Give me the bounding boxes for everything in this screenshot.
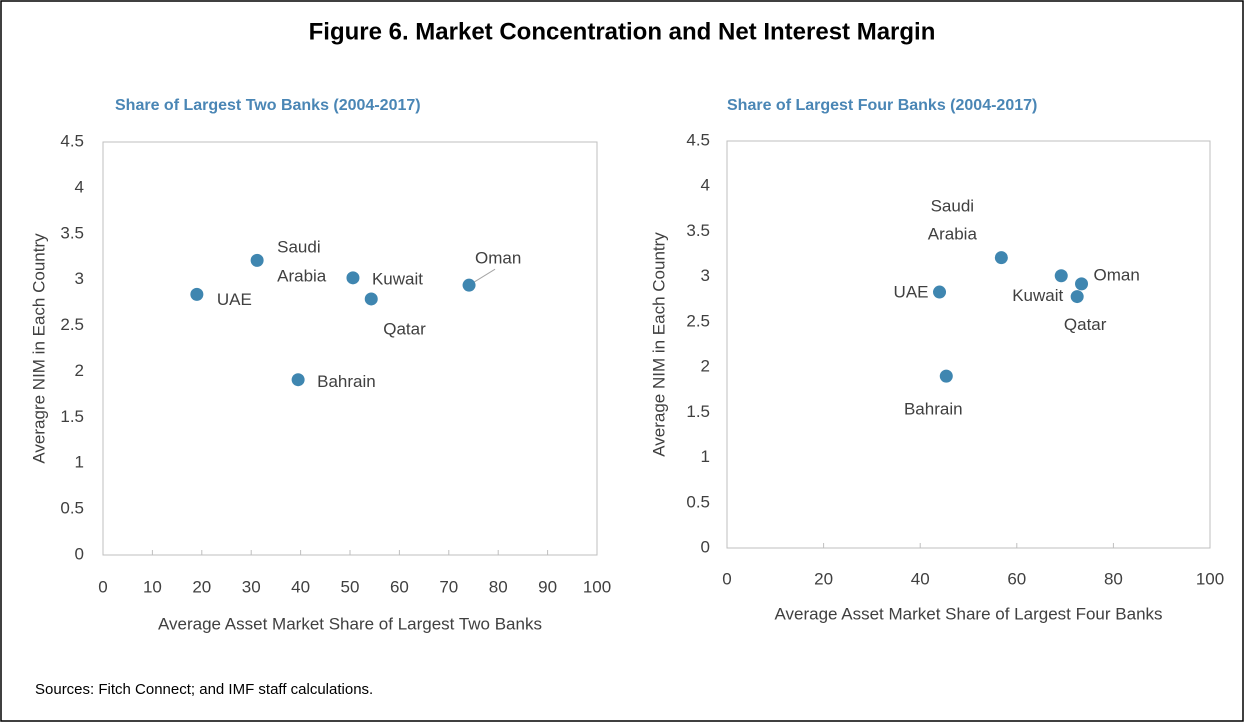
- point-label: Qatar: [1064, 315, 1107, 334]
- y-tick-label: 0: [701, 537, 710, 556]
- point: [1070, 290, 1084, 304]
- point: [462, 278, 476, 292]
- point-label: Qatar: [383, 319, 426, 338]
- point: [994, 251, 1008, 265]
- y-tick-label: 2.5: [60, 315, 84, 334]
- x-tick-label: 60: [390, 577, 409, 596]
- y-tick-label: 1.5: [686, 402, 710, 421]
- x-tick-label: 80: [1104, 569, 1123, 588]
- point: [190, 287, 204, 301]
- point-label: Bahrain: [904, 400, 963, 419]
- source: Sources: Fitch Connect; and IMF staff ca…: [35, 681, 373, 698]
- x-tick-label: 70: [439, 577, 458, 596]
- x-tick-label: 10: [143, 577, 162, 596]
- point-label: Saudi Arabia: [277, 238, 327, 286]
- point-label: Bahrain: [317, 372, 376, 391]
- chart-title: Share of Largest Two Banks (2004-2017): [115, 97, 421, 114]
- figure-title: Figure 6. Market Concentration and Net I…: [309, 18, 936, 45]
- x-axis-label: Average Asset Market Share of Largest Tw…: [158, 614, 542, 633]
- point: [939, 369, 953, 383]
- y-tick-label: 2: [75, 361, 84, 380]
- y-tick-label: 3: [701, 266, 710, 285]
- x-tick-label: 100: [583, 577, 611, 596]
- x-tick-label: 90: [538, 577, 557, 596]
- plot-area: [102, 141, 598, 556]
- y-tick-label: 0: [75, 544, 84, 563]
- y-tick-label: 4: [701, 176, 710, 195]
- plot-area: [726, 140, 1211, 549]
- point-label: Saudi Arabia: [928, 197, 978, 244]
- x-axis-label: Average Asset Market Share of Largest Fo…: [774, 604, 1162, 623]
- y-axis-label: Average NIM in Each Country: [649, 232, 668, 457]
- point-label: Oman: [1094, 265, 1140, 284]
- x-tick-label: 20: [192, 577, 211, 596]
- x-tick-label: 80: [489, 577, 508, 596]
- x-tick-label: 40: [291, 577, 310, 596]
- y-tick-label: 4.5: [686, 130, 710, 149]
- y-tick-label: 2: [701, 357, 710, 376]
- chart-title: Share of Largest Four Banks (2004-2017): [727, 97, 1037, 114]
- point-label: UAE: [894, 283, 929, 302]
- y-tick-label: 4: [75, 177, 84, 196]
- y-tick-label: 1: [701, 447, 710, 466]
- point-label: Kuwait: [372, 269, 423, 288]
- point: [933, 285, 947, 299]
- x-tick-label: 30: [242, 577, 261, 596]
- x-tick-label: 0: [722, 569, 731, 588]
- point-label: Oman: [475, 249, 521, 268]
- x-tick-label: 40: [911, 569, 930, 588]
- x-tick-label: 100: [1196, 569, 1224, 588]
- y-tick-label: 1.5: [60, 407, 84, 426]
- point: [250, 253, 264, 267]
- y-tick-label: 2.5: [686, 311, 710, 330]
- point: [1054, 269, 1068, 283]
- point-label: UAE: [217, 290, 252, 309]
- y-axis-label: Averagre NIM in Each Country: [29, 233, 48, 464]
- x-tick-label: 20: [814, 569, 833, 588]
- point: [291, 373, 305, 387]
- y-tick-label: 3.5: [60, 223, 84, 242]
- point: [346, 271, 360, 285]
- y-tick-label: 1: [75, 453, 84, 472]
- point: [1075, 277, 1089, 291]
- x-tick-label: 60: [1007, 569, 1026, 588]
- x-tick-label: 0: [98, 577, 107, 596]
- y-tick-label: 0.5: [60, 499, 84, 518]
- y-tick-label: 3.5: [686, 221, 710, 240]
- y-tick-label: 4.5: [60, 131, 84, 150]
- x-tick-label: 50: [341, 577, 360, 596]
- y-tick-label: 3: [75, 269, 84, 288]
- point-label: Kuwait: [1012, 286, 1063, 305]
- point: [364, 292, 378, 306]
- y-tick-label: 0.5: [686, 492, 710, 511]
